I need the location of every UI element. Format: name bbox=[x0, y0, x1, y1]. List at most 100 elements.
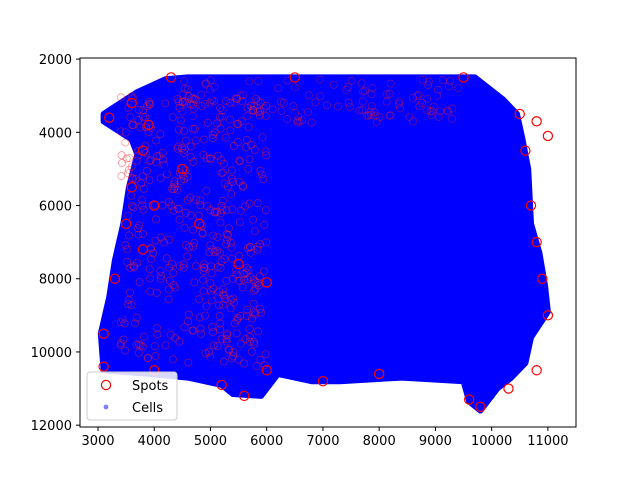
spot-texture bbox=[260, 220, 269, 229]
spot-texture bbox=[418, 75, 427, 84]
y-tick-label: 10000 bbox=[31, 346, 72, 361]
spot-point bbox=[109, 273, 121, 284]
spot-texture bbox=[233, 314, 242, 322]
spot-texture bbox=[179, 263, 188, 272]
spot-texture bbox=[279, 98, 288, 107]
spot-texture bbox=[414, 90, 423, 99]
spot-texture bbox=[334, 102, 342, 111]
spot-texture bbox=[222, 276, 231, 285]
spot-texture bbox=[241, 335, 250, 344]
spot-texture bbox=[202, 186, 211, 195]
spot-point bbox=[177, 163, 188, 175]
y-tick-label: 8000 bbox=[39, 273, 72, 288]
spot-texture bbox=[385, 89, 394, 98]
spot-texture bbox=[209, 341, 218, 350]
spot-texture bbox=[164, 285, 173, 294]
spot-texture bbox=[241, 202, 250, 211]
spot-texture bbox=[152, 215, 161, 224]
spot-texture bbox=[180, 84, 189, 93]
spot-texture bbox=[168, 355, 177, 364]
spot-texture bbox=[189, 94, 198, 103]
spot-point bbox=[520, 145, 531, 156]
spot-texture bbox=[213, 151, 222, 160]
spot-point bbox=[98, 361, 109, 372]
spot-texture bbox=[169, 269, 178, 277]
spot-texture bbox=[433, 86, 442, 94]
spot-texture bbox=[126, 288, 135, 297]
spot-texture bbox=[423, 94, 432, 103]
spot-texture bbox=[223, 230, 231, 239]
spot-texture bbox=[396, 104, 404, 113]
spot-texture bbox=[142, 167, 151, 175]
spot-texture bbox=[213, 119, 222, 128]
spot-texture bbox=[174, 125, 183, 134]
spot-texture bbox=[223, 331, 232, 340]
spot-texture bbox=[233, 94, 241, 103]
cell-point bbox=[488, 392, 495, 400]
spot-texture bbox=[218, 205, 227, 214]
spot-texture bbox=[208, 130, 217, 139]
spot-texture bbox=[146, 274, 155, 283]
spot-point bbox=[126, 97, 137, 109]
spot-texture bbox=[202, 302, 211, 311]
spot-texture bbox=[254, 77, 263, 86]
spot-texture bbox=[168, 185, 177, 194]
spot-texture bbox=[196, 324, 205, 333]
spot-texture bbox=[189, 100, 198, 109]
spot-point bbox=[126, 182, 137, 193]
spot-texture bbox=[175, 168, 184, 177]
spot-texture bbox=[216, 104, 225, 112]
spot-texture bbox=[277, 106, 286, 115]
spot-texture bbox=[215, 312, 224, 320]
cell-point bbox=[499, 202, 507, 209]
spot-texture bbox=[217, 257, 226, 266]
spot-texture bbox=[200, 311, 209, 320]
spot-texture bbox=[250, 227, 259, 236]
cell-point bbox=[117, 312, 124, 319]
spot-texture bbox=[186, 211, 195, 220]
spot-texture bbox=[438, 76, 447, 85]
spot-point bbox=[233, 258, 244, 270]
spot-texture bbox=[136, 123, 145, 132]
spot-texture bbox=[171, 283, 180, 292]
x-tick-label: 7000 bbox=[306, 434, 339, 449]
spot-texture bbox=[152, 158, 161, 167]
spot-texture bbox=[190, 278, 199, 287]
spot-texture bbox=[375, 113, 384, 122]
spot-texture bbox=[192, 96, 201, 105]
spot-texture bbox=[238, 283, 247, 292]
spot-texture bbox=[245, 155, 254, 164]
spot-texture bbox=[134, 146, 143, 155]
spot-texture bbox=[394, 99, 403, 108]
spot-texture bbox=[253, 279, 262, 287]
spot-texture bbox=[170, 177, 179, 186]
spot-texture bbox=[257, 170, 266, 179]
spot-texture bbox=[436, 107, 445, 116]
spot-texture bbox=[217, 334, 226, 343]
spot-texture bbox=[304, 107, 312, 116]
spot-texture bbox=[120, 319, 129, 328]
spot-texture bbox=[201, 79, 210, 88]
spot-texture bbox=[274, 84, 283, 93]
spot-texture bbox=[244, 123, 253, 132]
spot-texture bbox=[217, 201, 226, 210]
spot-texture bbox=[127, 201, 136, 210]
spot-texture bbox=[215, 301, 223, 310]
cell-point bbox=[404, 129, 411, 136]
spot-texture bbox=[181, 166, 190, 175]
spot-texture bbox=[149, 249, 158, 258]
legend: Spots Cells bbox=[86, 371, 178, 421]
spot-texture bbox=[260, 361, 269, 369]
spot-texture bbox=[409, 93, 417, 102]
spot-texture bbox=[363, 111, 372, 120]
spot-texture bbox=[295, 117, 304, 126]
spot-texture bbox=[329, 80, 338, 89]
spot-texture bbox=[234, 120, 243, 129]
spot-texture bbox=[184, 310, 193, 319]
spot-texture bbox=[190, 239, 199, 247]
spot-texture bbox=[218, 106, 227, 115]
legend-label-cells: Cells bbox=[132, 401, 163, 416]
spot-texture bbox=[418, 98, 426, 107]
spot-texture bbox=[206, 76, 215, 85]
spot-texture bbox=[256, 240, 265, 249]
